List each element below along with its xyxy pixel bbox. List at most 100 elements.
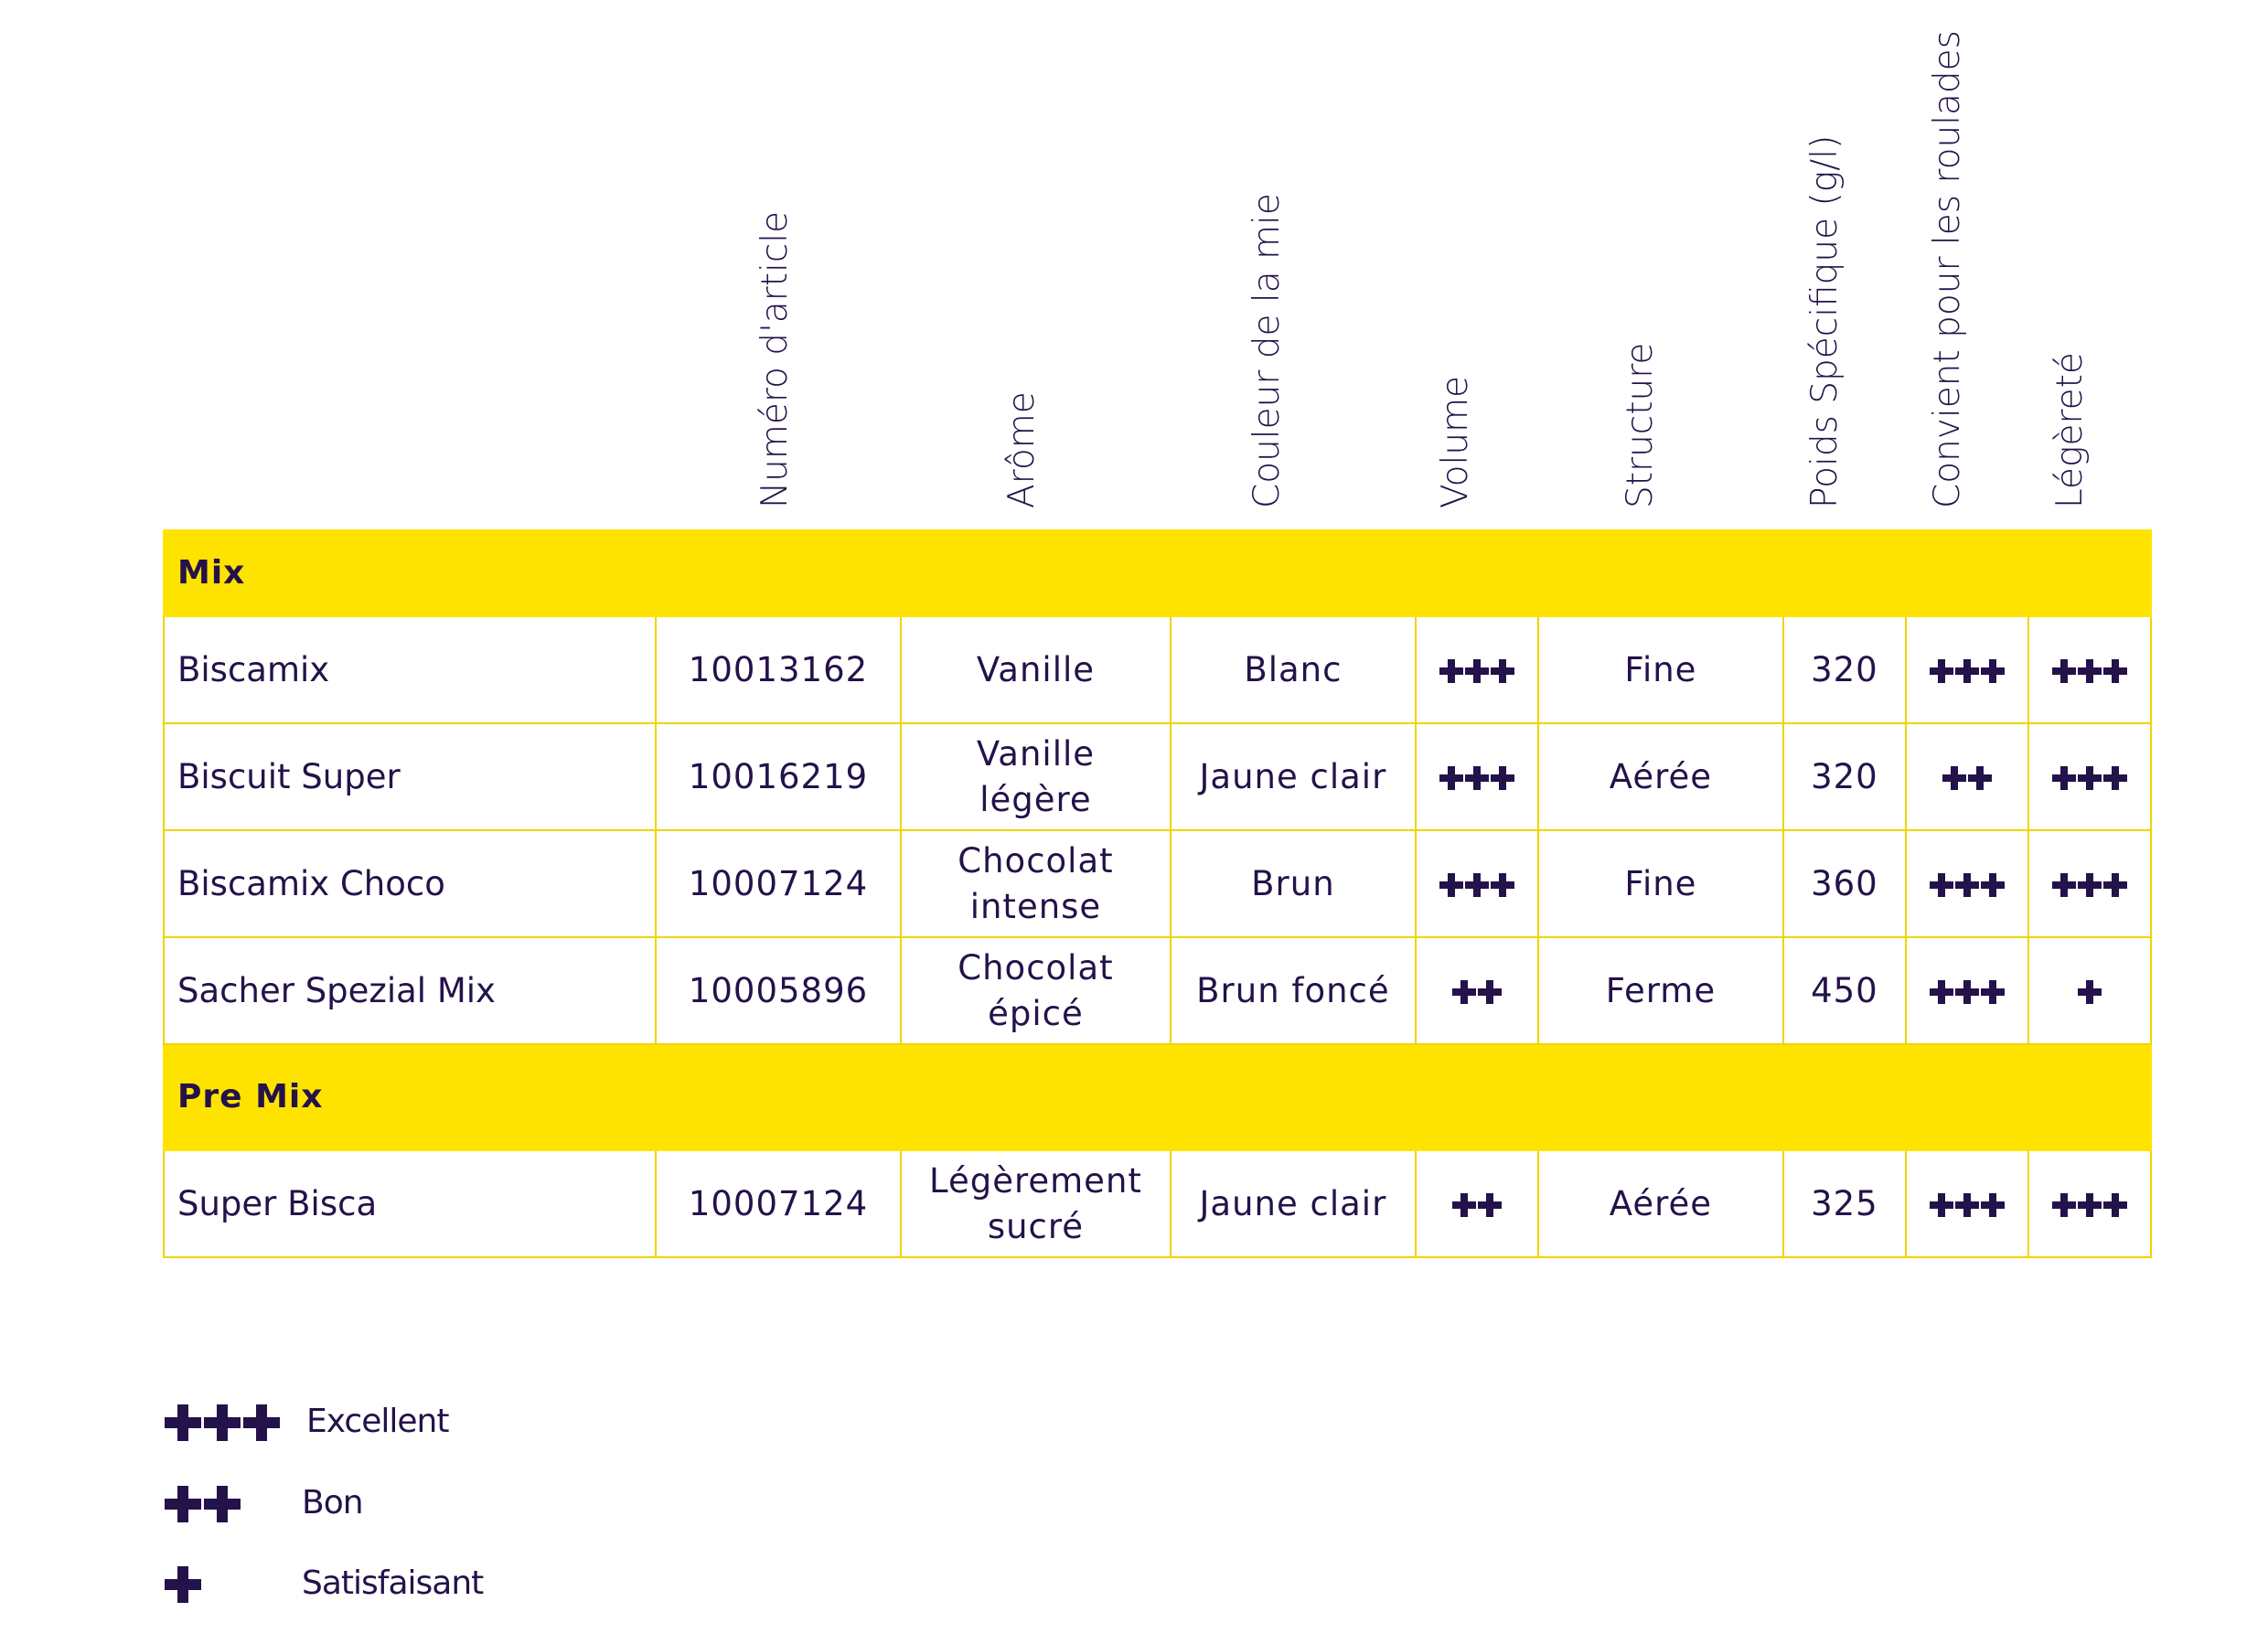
plus-icon [1439,659,1463,683]
plus-icon [2077,659,2102,683]
product-table: Mix Biscamix 10013162 Vanille Blanc Fine 320 Bi… [163,529,2152,1258]
plus-icon [1980,873,2005,897]
legend-plus-icons [165,1566,201,1603]
plus-icon [1929,659,1953,683]
plus-icon [2051,659,2076,683]
volume-rating [1414,615,1539,724]
rating-plus-icons [1929,873,2005,897]
volume-rating [1414,1149,1539,1258]
header-arome: Arôme [1001,391,1043,508]
plus-icon [1980,980,2005,1004]
plus-icon [165,1566,201,1603]
rating-plus-icons [1439,766,1514,790]
rating-plus-icons [1929,1193,2005,1217]
plus-icon [1942,766,1966,790]
legend-label: Bon [302,1484,364,1521]
plus-icon [2077,766,2102,790]
plus-icon [1439,766,1463,790]
rating-plus-icons [1451,1193,1502,1217]
rating-plus-icons [2051,1193,2127,1217]
arome-cell: Vanille légère [900,722,1171,831]
plus-icon [1490,659,1514,683]
section-title: Mix [163,529,2152,617]
arome-cell: Chocolat intense [900,829,1171,938]
structure-cell: Aérée [1536,722,1784,831]
header-structure: Structure [1620,342,1661,508]
product-name: Biscamix Choco [163,829,657,938]
plus-icon [1954,1193,1979,1217]
legerete-rating [2027,829,2152,938]
header-article: Numéro d'article [754,210,796,508]
header-poids: Poids Spécifique (g/l) [1804,134,1845,508]
legend-plus-icons [165,1486,241,1522]
plus-icon [1929,980,1953,1004]
legerete-rating [2027,722,2152,831]
plus-icon [1929,1193,1953,1217]
couleur-cell: Brun [1169,829,1417,938]
rating-plus-icons [2051,659,2127,683]
legerete-rating [2027,936,2152,1045]
plus-icon [204,1486,241,1522]
section-header-row: Pre Mix [163,1043,2152,1151]
roulades-rating [1904,936,2029,1045]
roulades-rating [1904,615,2029,724]
plus-icon [2051,873,2076,897]
arome-cell: Chocolat épicé [900,936,1171,1045]
couleur-cell: Blanc [1169,615,1417,724]
table-row: Sacher Spezial Mix 10005896 Chocolat épicé… [163,936,2152,1045]
article-number: 10007124 [655,829,902,938]
structure-cell: Fine [1536,615,1784,724]
plus-icon [1954,980,1979,1004]
header-legerete: Légèreté [2049,352,2091,508]
rating-plus-icons [1451,980,1502,1004]
plus-icon [1490,873,1514,897]
plus-icon [2102,873,2127,897]
plus-icon [1464,659,1489,683]
plus-icon [1464,873,1489,897]
header-roulades: Convient pour les roulades [1927,30,1968,508]
table-row: Biscamix Choco 10007124 Chocolat intense Br… [163,829,2152,938]
rating-plus-icons [2051,766,2127,790]
rating-plus-icons [2051,873,2127,897]
plus-icon [243,1404,280,1441]
article-number: 10005896 [655,936,902,1045]
plus-icon [1980,659,2005,683]
plus-icon [165,1404,201,1441]
plus-icon [204,1404,241,1441]
structure-cell: Fine [1536,829,1784,938]
poids-cell: 320 [1781,615,1907,724]
plus-icon [2102,659,2127,683]
poids-cell: 325 [1781,1149,1907,1258]
section-header-row: Mix [163,529,2152,617]
poids-cell: 320 [1781,722,1907,831]
product-name: Biscuit Super [163,722,657,831]
couleur-cell: Brun foncé [1169,936,1417,1045]
volume-rating [1414,829,1539,938]
plus-icon [2077,1193,2102,1217]
plus-icon [1451,1193,1476,1217]
poids-cell: 360 [1781,829,1907,938]
roulades-rating [1904,1149,2029,1258]
rating-plus-icons [2077,980,2102,1004]
poids-cell: 450 [1781,936,1907,1045]
header-volume: Volume [1435,375,1476,508]
product-name: Super Bisca [163,1149,657,1258]
article-number: 10007124 [655,1149,902,1258]
plus-icon [1954,873,1979,897]
rating-plus-icons [1942,766,1992,790]
table-row: Biscamix 10013162 Vanille Blanc Fine 320 [163,615,2152,724]
section-title: Pre Mix [163,1043,2152,1151]
header-couleur: Couleur de la mie [1246,193,1288,508]
plus-icon [1477,980,1502,1004]
table-row: Biscuit Super 10016219 Vanille légère Jaune… [163,722,2152,831]
roulades-rating [1904,829,2029,938]
structure-cell: Ferme [1536,936,1784,1045]
legend-label: Excellent [306,1403,449,1440]
arome-cell: Légèrement sucré [900,1149,1171,1258]
article-number: 10016219 [655,722,902,831]
arome-cell: Vanille [900,615,1171,724]
plus-icon [1477,1193,1502,1217]
plus-icon [2077,980,2102,1004]
rating-plus-icons [1439,659,1514,683]
plus-icon [2077,873,2102,897]
